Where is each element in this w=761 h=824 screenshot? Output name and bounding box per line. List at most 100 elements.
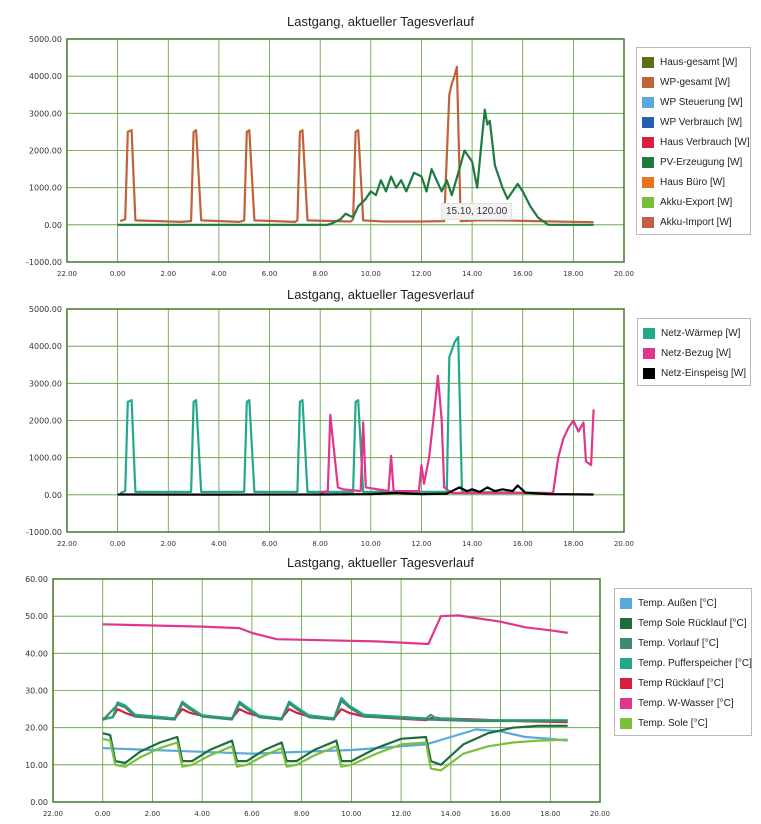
legend-item[interactable]: Netz-Wärmep [W] [643, 323, 745, 343]
y-tick-label: -1000.00 [26, 258, 62, 267]
x-tick-label: 4.00 [211, 540, 227, 548]
series-line-5 [102, 724, 568, 766]
legend-swatch [642, 216, 654, 228]
chart-3-title: Lastgang, aktueller Tagesverlauf [287, 555, 474, 570]
x-tick-label: 20.00 [614, 540, 634, 548]
y-tick-label: 5000.00 [29, 35, 62, 44]
legend-item[interactable]: Temp. Pufferspeicher [°C] [620, 653, 752, 673]
legend-item[interactable]: WP-gesamt [W] [642, 72, 745, 92]
legend-item[interactable]: Temp. W-Wasser [°C] [620, 693, 746, 713]
x-tick-label: 14.00 [441, 810, 461, 818]
x-tick-label: 12.00 [411, 270, 431, 278]
legend-item[interactable]: Temp Rücklauf [°C] [620, 673, 746, 693]
x-tick-label: 20.00 [590, 810, 610, 818]
y-tick-label: 1000.00 [29, 184, 62, 193]
series-line-6 [102, 737, 568, 772]
y-tick-label: 4000.00 [29, 342, 62, 351]
legend-swatch [642, 176, 654, 188]
legend-item[interactable]: Haus-gesamt [W] [642, 52, 745, 72]
legend-item[interactable]: Netz-Bezug [W] [643, 343, 745, 363]
x-tick-label: 0.00 [110, 540, 126, 548]
legend-item[interactable]: Temp. Vorlauf [°C] [620, 633, 746, 653]
legend-label: WP Steuerung [W] [660, 96, 743, 108]
y-tick-label: 0.00 [44, 221, 62, 230]
legend-item[interactable]: Netz-Einspeisg [W] [643, 363, 747, 383]
x-tick-label: 10.00 [361, 270, 381, 278]
x-tick-label: 16.00 [491, 810, 511, 818]
y-tick-label: 30.00 [25, 687, 48, 696]
x-tick-label: 10.00 [341, 810, 361, 818]
legend-swatch [620, 657, 632, 669]
x-tick-label: 0.00 [110, 270, 126, 278]
x-tick-label: 0.00 [95, 810, 111, 818]
chart-1-title: Lastgang, aktueller Tagesverlauf [287, 14, 474, 29]
x-tick-label: 4.00 [194, 810, 210, 818]
legend-item[interactable]: Temp. Sole [°C] [620, 713, 746, 733]
legend-swatch [642, 116, 654, 128]
legend-swatch [620, 597, 632, 609]
y-tick-label: 3000.00 [29, 109, 62, 118]
legend-item[interactable]: Temp Sole Rücklauf [°C] [620, 613, 747, 633]
x-tick-label: 18.00 [563, 270, 583, 278]
legend-item[interactable]: PV-Erzeugung [W] [642, 152, 745, 172]
legend-label: Netz-Einspeisg [W] [661, 367, 747, 379]
x-tick-label: 6.00 [262, 540, 278, 548]
legend-swatch [642, 156, 654, 168]
series-line-0 [119, 65, 594, 224]
x-tick-label: 22.00 [43, 810, 63, 818]
x-tick-label: 12.00 [411, 540, 431, 548]
legend-item[interactable]: Haus Verbrauch [W] [642, 132, 749, 152]
y-tick-label: -1000.00 [26, 528, 62, 537]
x-tick-label: 22.00 [57, 540, 77, 548]
x-tick-label: 6.00 [244, 810, 260, 818]
x-tick-label: 16.00 [513, 540, 533, 548]
x-tick-label: 2.00 [160, 540, 176, 548]
y-tick-label: 60.00 [25, 575, 48, 584]
legend-swatch [643, 347, 655, 359]
series-line-2 [117, 484, 594, 496]
legend-swatch [620, 677, 632, 689]
x-tick-label: 2.00 [145, 810, 161, 818]
x-tick-label: 8.00 [294, 810, 310, 818]
x-tick-label: 14.00 [462, 270, 482, 278]
legend-label: Akku-Export [W] [660, 196, 733, 208]
y-tick-label: 5000.00 [29, 305, 62, 314]
legend-item[interactable]: Haus Büro [W] [642, 172, 745, 192]
chart-1-legend: Haus-gesamt [W] WP-gesamt [W] WP Steuerung… [636, 47, 751, 235]
legend-item[interactable]: WP Steuerung [W] [642, 92, 745, 112]
x-tick-label: 10.00 [361, 540, 381, 548]
y-tick-label: 3000.00 [29, 379, 62, 388]
legend-label: PV-Erzeugung [W] [660, 156, 743, 168]
legend-label: WP Verbrauch [W] [660, 116, 743, 128]
legend-item[interactable]: Akku-Import [W] [642, 212, 745, 232]
plot-frame [66, 38, 625, 263]
x-tick-label: 18.00 [540, 810, 560, 818]
legend-swatch [643, 327, 655, 339]
legend-label: Akku-Import [W] [660, 216, 732, 228]
y-tick-label: 40.00 [25, 649, 48, 658]
legend-swatch [642, 76, 654, 88]
x-tick-label: 6.00 [262, 270, 278, 278]
legend-item[interactable]: Temp. Außen [°C] [620, 593, 746, 613]
y-tick-label: 2000.00 [29, 417, 62, 426]
legend-label: Temp Sole Rücklauf [°C] [638, 617, 747, 629]
y-tick-label: 0.00 [44, 491, 62, 500]
series-line-0 [119, 335, 549, 495]
legend-swatch [642, 56, 654, 68]
chart-2-legend: Netz-Wärmep [W] Netz-Bezug [W] Netz-Einspe… [637, 318, 751, 386]
series-line-4 [102, 728, 568, 755]
x-tick-label: 8.00 [312, 540, 328, 548]
x-tick-label: 4.00 [211, 270, 227, 278]
legend-label: Temp Rücklauf [°C] [638, 677, 724, 689]
legend-label: WP-gesamt [W] [660, 76, 731, 88]
x-tick-label: 12.00 [391, 810, 411, 818]
legend-item[interactable]: WP Verbrauch [W] [642, 112, 745, 132]
y-tick-label: 50.00 [25, 612, 48, 621]
chart-1-tooltip: 15.10, 120.00 [441, 203, 513, 220]
legend-item[interactable]: Akku-Export [W] [642, 192, 745, 212]
x-tick-label: 8.00 [312, 270, 328, 278]
legend-label: Temp. Vorlauf [°C] [638, 637, 719, 649]
